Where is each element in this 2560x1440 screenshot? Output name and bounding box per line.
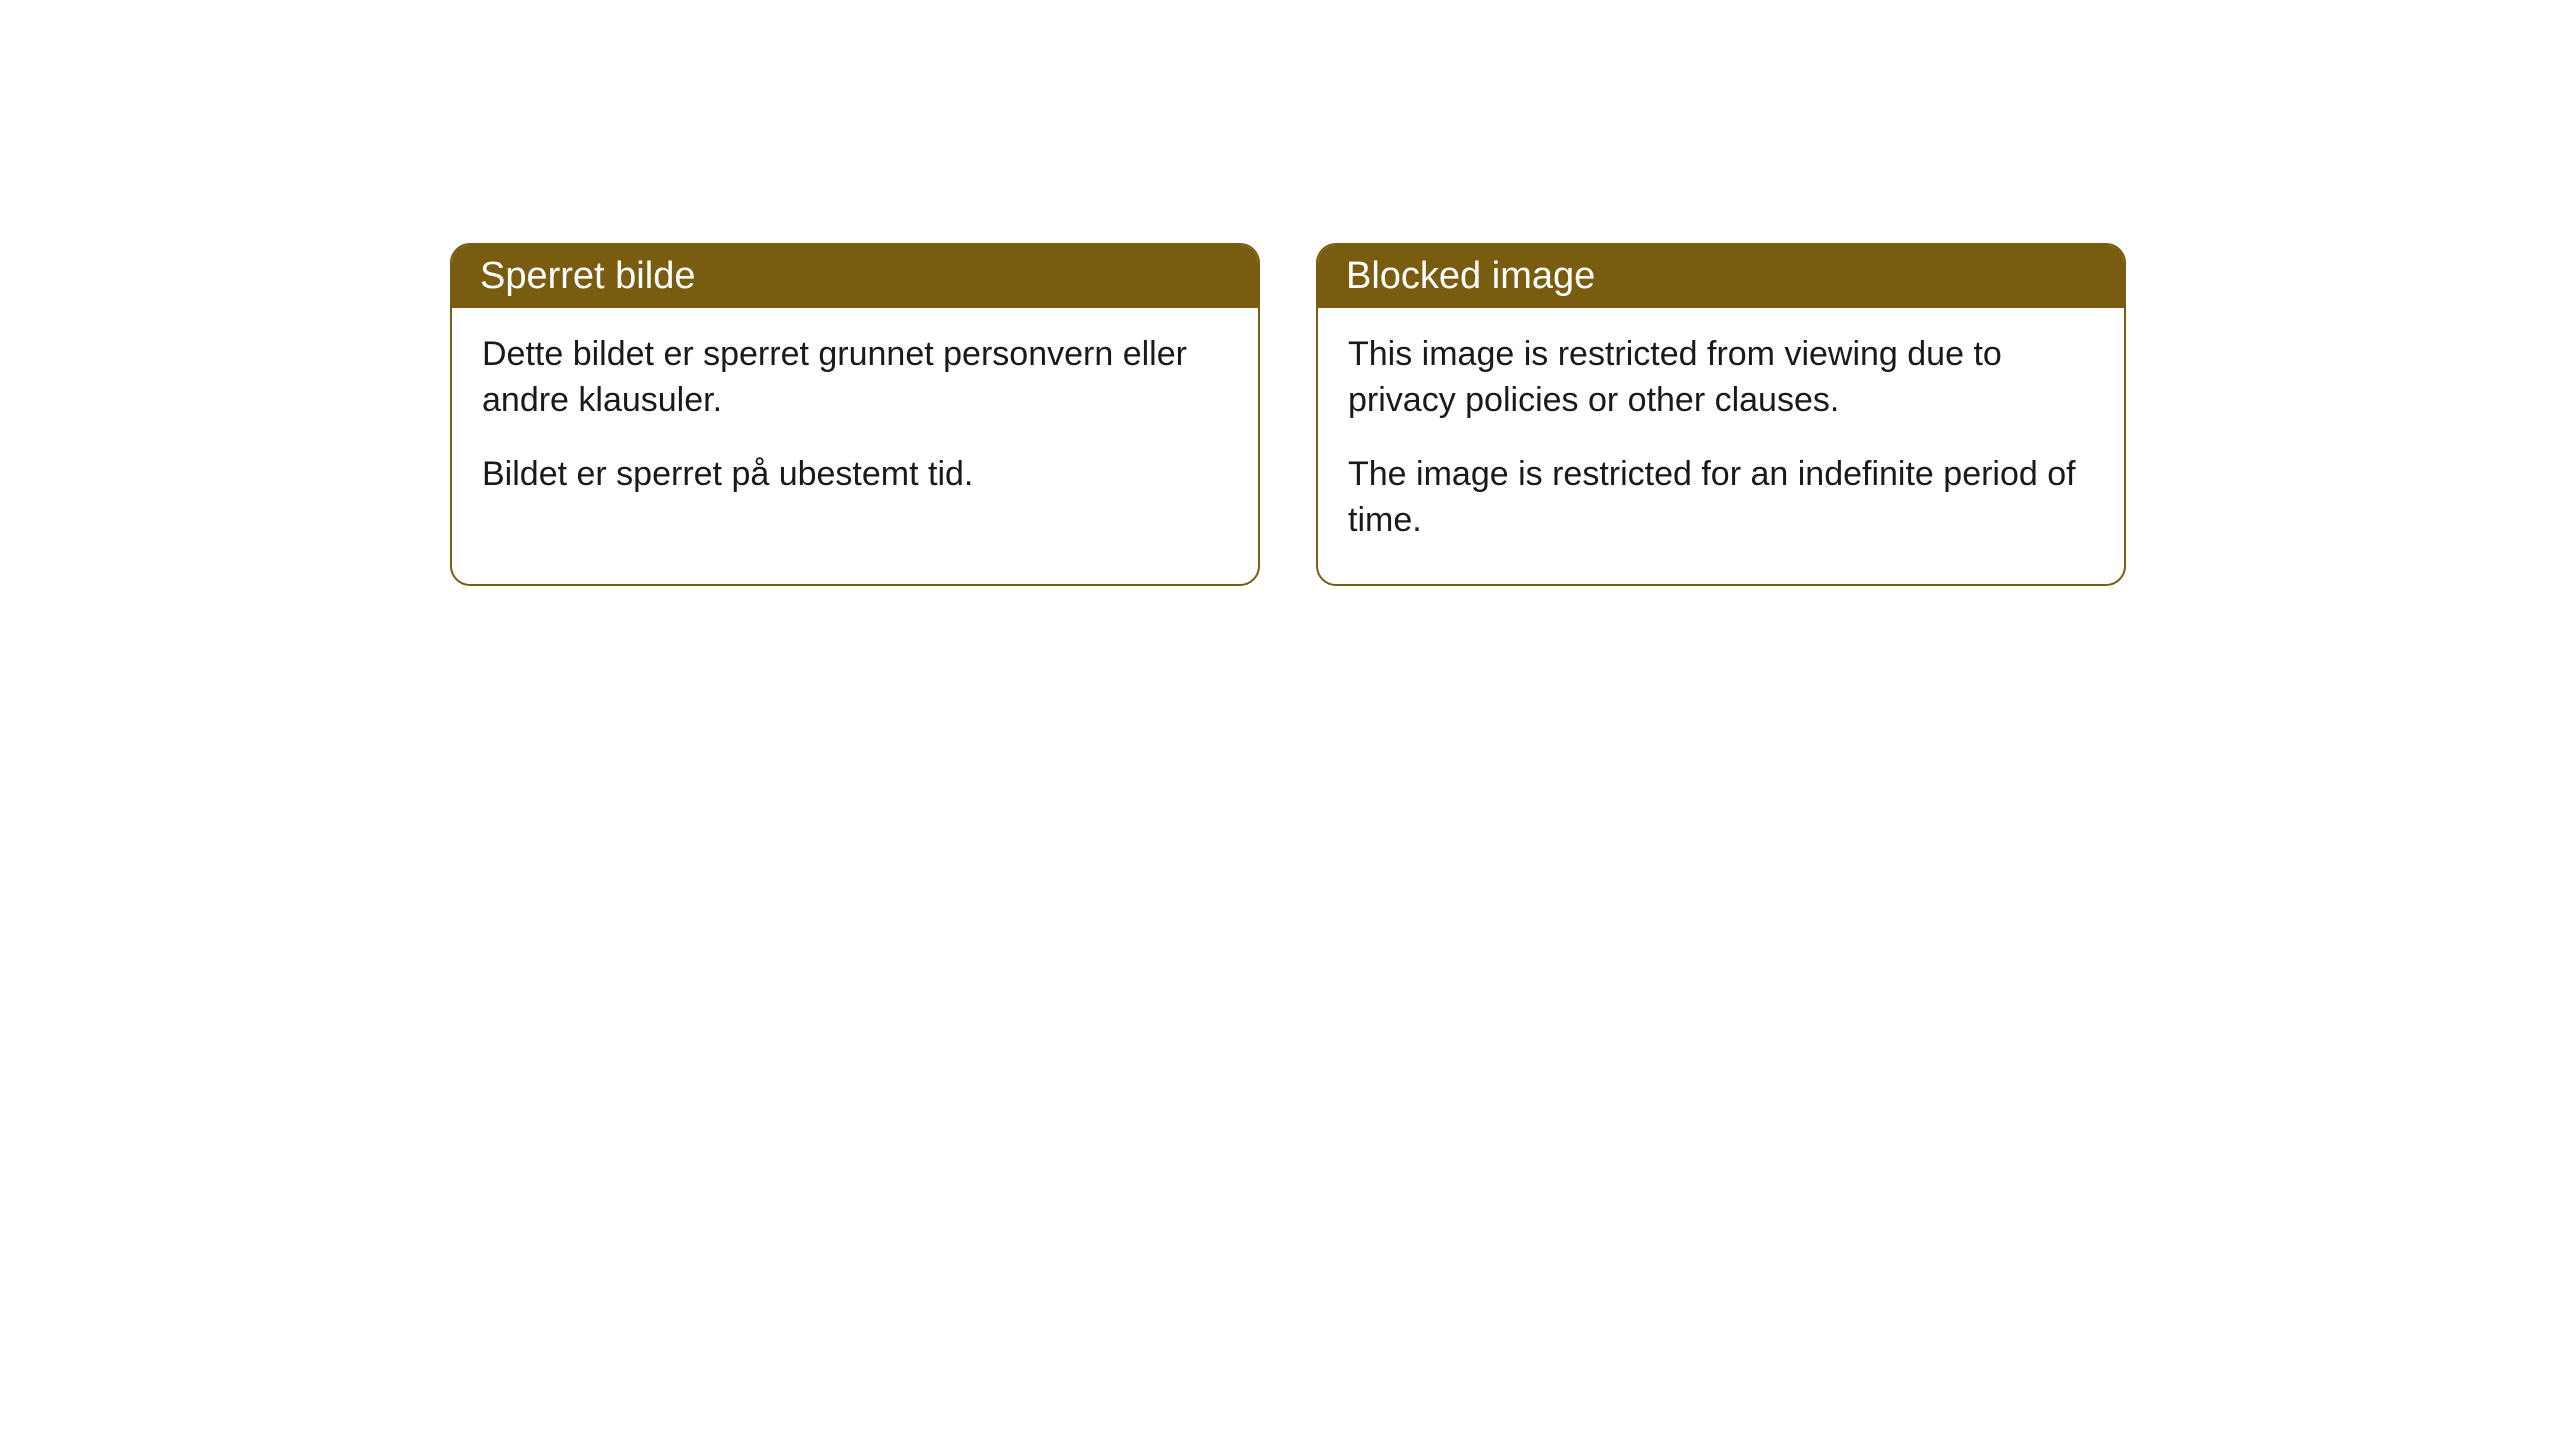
card-header-en: Blocked image	[1318, 245, 2124, 308]
card-body-nb: Dette bildet er sperret grunnet personve…	[452, 308, 1258, 538]
card-body-en: This image is restricted from viewing du…	[1318, 308, 2124, 584]
card-paragraph-nb-1: Dette bildet er sperret grunnet personve…	[482, 332, 1228, 424]
card-paragraph-en-2: The image is restricted for an indefinit…	[1348, 452, 2094, 544]
card-paragraph-nb-2: Bildet er sperret på ubestemt tid.	[482, 452, 1228, 498]
card-title-nb: Sperret bilde	[480, 255, 695, 297]
blocked-image-card-nb: Sperret bilde Dette bildet er sperret gr…	[450, 243, 1260, 586]
blocked-image-card-en: Blocked image This image is restricted f…	[1316, 243, 2126, 586]
card-title-en: Blocked image	[1346, 255, 1595, 297]
cards-container: Sperret bilde Dette bildet er sperret gr…	[0, 0, 2560, 586]
card-header-nb: Sperret bilde	[452, 245, 1258, 308]
card-paragraph-en-1: This image is restricted from viewing du…	[1348, 332, 2094, 424]
